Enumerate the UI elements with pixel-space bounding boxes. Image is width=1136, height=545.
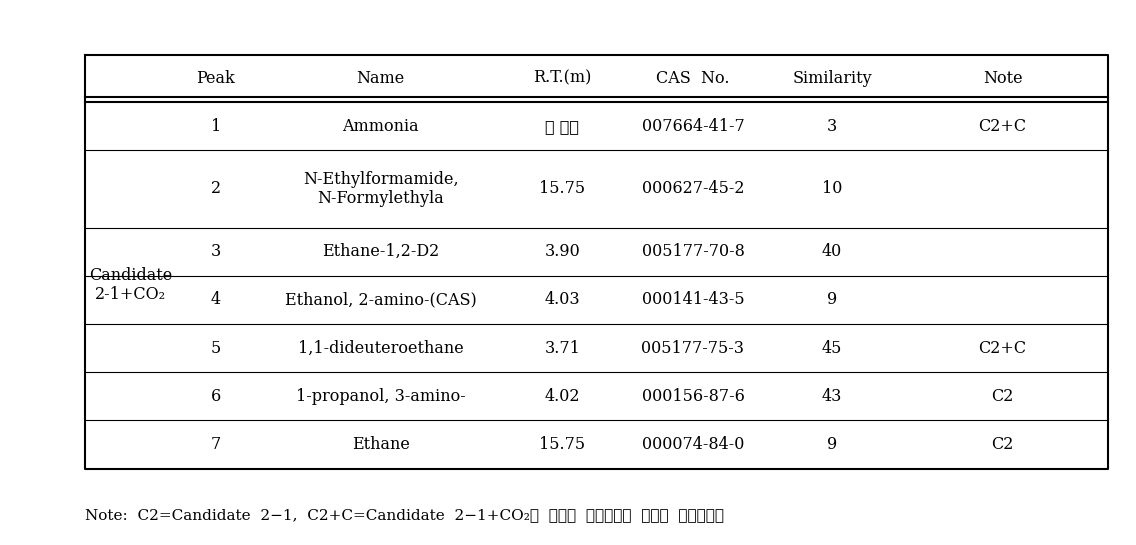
Text: C2: C2 xyxy=(992,388,1013,405)
Text: 007664-41-7: 007664-41-7 xyxy=(642,118,744,135)
Text: 4.02: 4.02 xyxy=(544,388,580,405)
Text: 4.03: 4.03 xyxy=(544,292,580,308)
Text: 3: 3 xyxy=(827,118,837,135)
Text: 3.71: 3.71 xyxy=(544,340,580,356)
Text: C2: C2 xyxy=(992,436,1013,453)
Text: C2+C: C2+C xyxy=(978,118,1027,135)
Text: 1,1-dideuteroethane: 1,1-dideuteroethane xyxy=(298,340,463,356)
Text: 9: 9 xyxy=(827,436,837,453)
Text: 1-propanol, 3-amino-: 1-propanol, 3-amino- xyxy=(295,388,466,405)
Text: 000627-45-2: 000627-45-2 xyxy=(642,180,744,197)
Text: CAS  No.: CAS No. xyxy=(657,70,729,87)
Text: 40: 40 xyxy=(822,243,842,260)
Text: 000156-87-6: 000156-87-6 xyxy=(642,388,744,405)
Text: 전 구간: 전 구간 xyxy=(545,118,579,135)
Text: 6: 6 xyxy=(210,388,222,405)
Text: Ammonia: Ammonia xyxy=(342,118,419,135)
Text: 000074-84-0: 000074-84-0 xyxy=(642,436,744,453)
Text: N-Ethylformamide,
N-Formylethyla: N-Ethylformamide, N-Formylethyla xyxy=(303,171,458,207)
Text: 43: 43 xyxy=(822,388,842,405)
Text: 3.90: 3.90 xyxy=(544,243,580,260)
Text: Ethane-1,2-D2: Ethane-1,2-D2 xyxy=(321,243,440,260)
Text: 4: 4 xyxy=(211,292,220,308)
Text: 1: 1 xyxy=(210,118,222,135)
Text: 5: 5 xyxy=(210,340,222,356)
Text: Ethanol, 2-amino-(CAS): Ethanol, 2-amino-(CAS) xyxy=(285,292,476,308)
Text: Note: Note xyxy=(983,70,1022,87)
Text: Candidate: Candidate xyxy=(89,268,173,284)
Text: Note:  C2=Candidate  2−1,  C2+C=Candidate  2−1+CO₂로  각각의  수용액에서  분석된  열화생성물: Note: C2=Candidate 2−1, C2+C=Candidate 2… xyxy=(85,508,725,522)
Text: 2: 2 xyxy=(211,180,220,197)
Text: 2-1+CO₂: 2-1+CO₂ xyxy=(95,287,166,304)
Text: R.T.(m): R.T.(m) xyxy=(533,70,592,87)
Text: 005177-75-3: 005177-75-3 xyxy=(642,340,744,356)
Text: 45: 45 xyxy=(822,340,842,356)
Text: 9: 9 xyxy=(827,292,837,308)
Text: 3: 3 xyxy=(210,243,222,260)
Text: Similarity: Similarity xyxy=(792,70,872,87)
Text: Ethane: Ethane xyxy=(352,436,409,453)
Text: Name: Name xyxy=(357,70,404,87)
Text: 005177-70-8: 005177-70-8 xyxy=(642,243,744,260)
Text: Peak: Peak xyxy=(197,70,235,87)
Text: 15.75: 15.75 xyxy=(540,436,585,453)
Text: 7: 7 xyxy=(210,436,222,453)
Text: 000141-43-5: 000141-43-5 xyxy=(642,292,744,308)
Text: C2+C: C2+C xyxy=(978,340,1027,356)
Text: 10: 10 xyxy=(822,180,842,197)
Text: 15.75: 15.75 xyxy=(540,180,585,197)
